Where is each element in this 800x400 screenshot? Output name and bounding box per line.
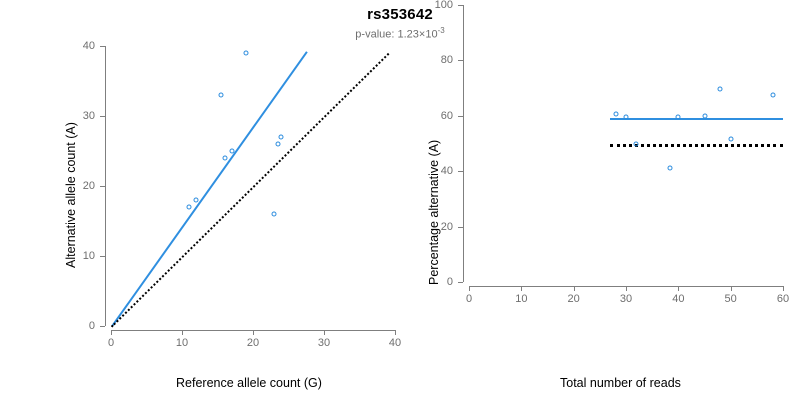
x-axis-tick-label: 30: [619, 293, 633, 305]
x-axis-tick-label: 50: [724, 293, 737, 305]
y-axis-tick-label: 30: [82, 110, 95, 122]
data-point: [675, 114, 681, 120]
x-axis-tick: [395, 330, 396, 335]
x-axis-tick-label: 0: [107, 337, 115, 349]
x-axis-tick-label: 10: [515, 293, 528, 305]
pvalue-exponent: -3: [437, 26, 445, 35]
y-axis-tick: [100, 116, 105, 117]
x-axis-tick: [111, 330, 112, 335]
data-point: [278, 134, 284, 140]
y-axis-tick-label: 40: [82, 40, 95, 52]
pvalue-text: p-value: 1.23×10: [355, 28, 438, 41]
data-point: [728, 136, 734, 142]
data-point: [667, 165, 673, 171]
x-axis-tick: [253, 330, 254, 335]
x-axis-tick-label: 20: [246, 337, 260, 349]
y-axis-tick: [458, 282, 463, 283]
y-axis-tick-label: 60: [440, 109, 453, 122]
data-point: [218, 92, 224, 98]
y-axis-tick: [458, 5, 463, 6]
x-axis-tick: [626, 286, 627, 291]
y-axis-tick: [458, 115, 463, 117]
data-point: [229, 148, 235, 154]
y-axis-tick: [458, 226, 463, 228]
y-axis-line: [463, 5, 464, 282]
left-x-axis-title: Reference allele count (G): [176, 376, 322, 390]
data-point: [186, 204, 192, 210]
x-axis-tick: [783, 286, 784, 291]
expected-line: [610, 143, 783, 147]
data-point: [193, 197, 199, 203]
data-point: [243, 50, 249, 56]
x-axis-tick-label: 60: [776, 293, 790, 305]
y-axis-tick-label: 10: [82, 250, 95, 262]
x-axis-tick-label: 40: [672, 293, 685, 305]
data-point: [623, 114, 629, 120]
mean-line: [610, 117, 783, 121]
right-panel: Percentage alternative (A) Total number …: [410, 0, 800, 400]
data-point: [613, 111, 619, 117]
data-point: [717, 86, 723, 92]
x-axis-tick-label: 10: [175, 337, 189, 349]
data-point: [770, 92, 776, 98]
x-axis-tick: [182, 330, 183, 335]
y-axis-line: [105, 46, 106, 326]
left-panel: Alternative allele count (A) Reference a…: [64, 40, 402, 390]
y-axis-tick: [100, 326, 105, 327]
y-axis-tick-label: 80: [440, 54, 453, 67]
x-axis-tick-label: 30: [317, 337, 331, 349]
y-axis-tick-label: 0: [88, 320, 95, 332]
right-x-axis-title: Total number of reads: [560, 376, 681, 390]
x-axis-tick: [469, 286, 470, 291]
y-axis-tick-label: 100: [434, 0, 453, 11]
y-axis-tick: [100, 256, 105, 257]
data-point: [271, 211, 277, 217]
x-axis-tick-label: 40: [388, 337, 402, 349]
right-y-axis-title: Percentage alternative (A): [427, 139, 441, 285]
x-axis-tick: [678, 286, 680, 291]
data-point: [222, 155, 228, 161]
y-axis-tick-label: 20: [82, 180, 95, 192]
x-axis-tick-label: 0: [465, 293, 473, 305]
left-y-axis-title: Alternative allele count (A): [64, 122, 78, 268]
y-axis-tick: [458, 171, 463, 173]
x-axis-tick: [324, 330, 325, 335]
figure-subtitle: p-value: 1.23×10-3: [0, 26, 800, 41]
x-axis-tick: [730, 286, 732, 291]
data-point: [702, 113, 707, 119]
y-axis-tick-label: 20: [440, 220, 453, 233]
y-axis-tick: [100, 46, 105, 47]
x-axis-tick: [521, 286, 523, 291]
y-axis-tick: [100, 186, 105, 187]
y-axis-tick-label: 0: [446, 276, 453, 288]
figure-title: rs353642: [367, 6, 433, 23]
y-axis-tick-label: 40: [440, 165, 453, 178]
y-axis-tick: [458, 60, 463, 62]
data-point: [633, 141, 639, 146]
data-point: [275, 141, 281, 147]
x-axis-tick-label: 20: [567, 293, 580, 305]
x-axis-tick: [573, 286, 575, 291]
